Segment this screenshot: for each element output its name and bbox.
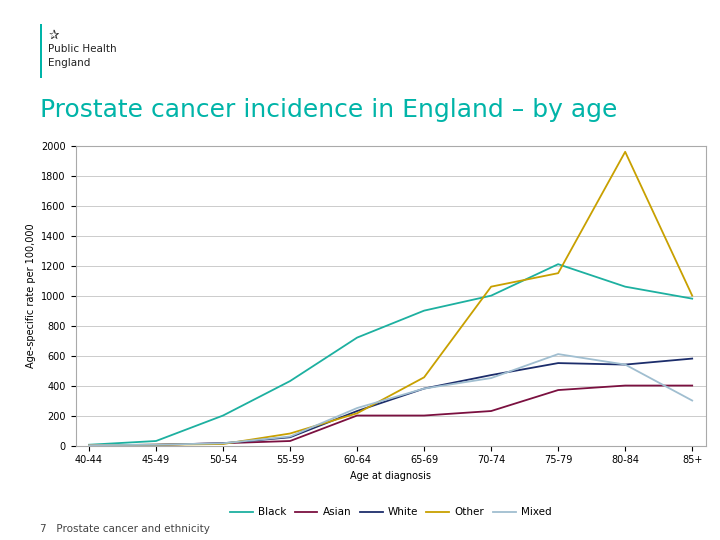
Other [621,148,629,155]
Other [688,292,696,299]
Mixed [353,405,361,411]
Asian [420,413,428,419]
White [487,372,495,379]
Black [487,292,495,299]
Line: Mixed: Mixed [89,354,692,445]
Other [286,430,294,437]
Other [152,442,161,448]
White [621,361,629,368]
Mixed [219,440,228,447]
Legend: Black, Asian, White, Other, Mixed: Black, Asian, White, Other, Mixed [225,503,556,522]
Asian [85,442,94,448]
Other [554,270,562,276]
Mixed [286,433,294,440]
White [353,408,361,414]
White [85,442,94,448]
Asian [621,382,629,389]
Text: Public Health
England: Public Health England [48,44,117,68]
Black [219,413,228,419]
Line: Other: Other [89,152,692,445]
Black [286,378,294,384]
X-axis label: Age at diagnosis: Age at diagnosis [350,471,431,481]
Text: ✰: ✰ [48,29,59,42]
Other [85,442,94,448]
Mixed [621,361,629,368]
Line: White: White [89,359,692,445]
White [152,442,161,448]
Other [353,410,361,416]
White [286,434,294,441]
White [554,360,562,366]
Line: Black: Black [89,264,692,445]
Black [353,334,361,341]
Mixed [85,442,94,448]
Mixed [554,351,562,357]
Asian [353,413,361,419]
Asian [554,387,562,393]
Mixed [688,397,696,404]
Asian [152,442,161,448]
Black [621,284,629,290]
White [420,386,428,392]
Text: Prostate cancer incidence in England – by age: Prostate cancer incidence in England – b… [40,98,617,122]
Asian [688,382,696,389]
Mixed [420,386,428,392]
Asian [286,438,294,444]
Other [487,284,495,290]
Black [420,307,428,314]
White [219,440,228,447]
Y-axis label: Age-specific rate per 100,000: Age-specific rate per 100,000 [26,224,36,368]
Mixed [152,442,161,448]
White [688,355,696,362]
Black [152,438,161,444]
Other [219,441,228,447]
Asian [487,408,495,414]
Text: 7   Prostate cancer and ethnicity: 7 Prostate cancer and ethnicity [40,523,210,534]
Black [688,295,696,302]
Line: Asian: Asian [89,386,692,445]
Black [554,261,562,267]
Black [85,442,94,448]
Asian [219,440,228,447]
Mixed [487,375,495,381]
Other [420,374,428,381]
